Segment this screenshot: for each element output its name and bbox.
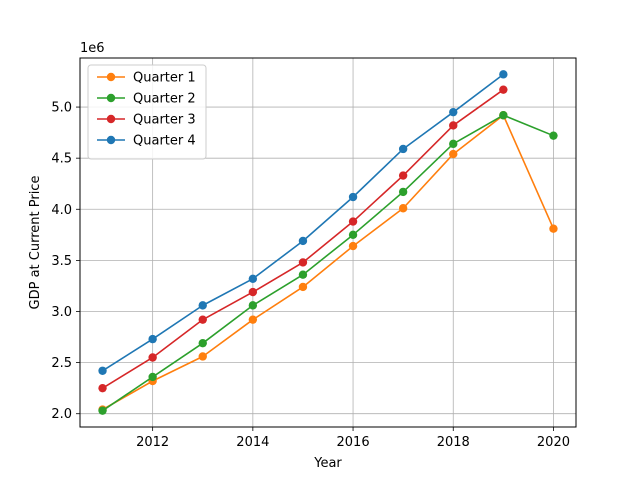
series-4: [98, 70, 508, 375]
y-tick-label: 3.5: [51, 254, 72, 269]
data-point: [348, 230, 358, 240]
legend-label: Quarter 4: [133, 134, 196, 149]
y-tick-label: 3.0: [51, 305, 72, 320]
data-point: [248, 287, 258, 297]
legend-label: Quarter 1: [133, 71, 196, 86]
data-point: [449, 149, 458, 159]
data-point: [348, 241, 358, 251]
y-axis-label: GDP at Current Price: [28, 176, 43, 310]
legend-marker: [106, 135, 116, 145]
axis-ticks: 2012 2014 2016 2018 2020 2.0 2.5 3.0 3.5 4.0 4.5 5.…: [51, 101, 570, 450]
series-line: [102, 114, 554, 412]
series-line: [102, 114, 555, 411]
plot-frame: [79, 57, 577, 428]
x-tick-label: 2012: [136, 435, 169, 450]
legend-item: Quarter 1: [97, 71, 196, 86]
data-point: [398, 204, 408, 213]
data-point: [98, 406, 107, 415]
legend-item: Quarter 4: [97, 134, 196, 149]
x-tick-label: 2020: [537, 435, 570, 450]
x-tick-label: 2014: [236, 435, 269, 450]
data-point: [298, 258, 308, 267]
data-point: [148, 334, 157, 344]
data-point: [449, 121, 458, 130]
data-point: [248, 315, 258, 324]
data-point: [298, 270, 308, 279]
data-point: [499, 70, 508, 79]
legend-marker: [106, 114, 116, 124]
data-point: [298, 282, 308, 292]
data-point: [248, 274, 258, 283]
legend-item: Quarter 3: [97, 113, 196, 128]
series-layer: [98, 70, 558, 415]
legend-marker: [106, 72, 116, 82]
data-point: [348, 217, 358, 226]
y-tick-label: 5.0: [51, 101, 72, 116]
series-3: [98, 85, 508, 393]
x-tick-label: 2018: [437, 435, 470, 450]
data-point: [148, 372, 157, 382]
data-point: [499, 85, 508, 94]
data-point: [198, 315, 207, 324]
data-point: [98, 366, 107, 375]
data-point: [198, 338, 207, 348]
legend-marker: [106, 93, 116, 103]
series-2: [98, 111, 558, 415]
data-point: [248, 301, 258, 310]
data-point: [298, 236, 308, 246]
legend: Quarter 1 Quarter 2 Quarter 3 Quarter 4: [87, 64, 207, 160]
data-point: [148, 353, 157, 362]
data-point: [198, 301, 207, 310]
data-point: [198, 352, 207, 361]
legend-label: Quarter 3: [133, 113, 196, 128]
y-tick-label: 4.5: [51, 152, 72, 167]
legend-label: Quarter 2: [133, 92, 196, 107]
x-axis-label: Year: [313, 456, 342, 471]
legend-box: [87, 64, 207, 160]
y-tick-label: 2.5: [51, 356, 72, 371]
data-point: [398, 144, 408, 154]
data-point: [499, 111, 508, 120]
data-point: [98, 383, 107, 393]
data-point: [398, 171, 408, 180]
data-point: [549, 131, 558, 140]
data-point: [449, 139, 458, 149]
legend-item: Quarter 2: [97, 92, 196, 107]
y-tick-label: 4.0: [51, 203, 72, 218]
data-point: [348, 192, 358, 202]
data-point: [449, 107, 458, 117]
y-tick-label: 2.0: [51, 407, 72, 422]
data-point: [549, 224, 558, 233]
y-offset-label: 1e6: [80, 41, 105, 56]
data-point: [398, 187, 408, 197]
x-tick-label: 2016: [337, 435, 370, 450]
